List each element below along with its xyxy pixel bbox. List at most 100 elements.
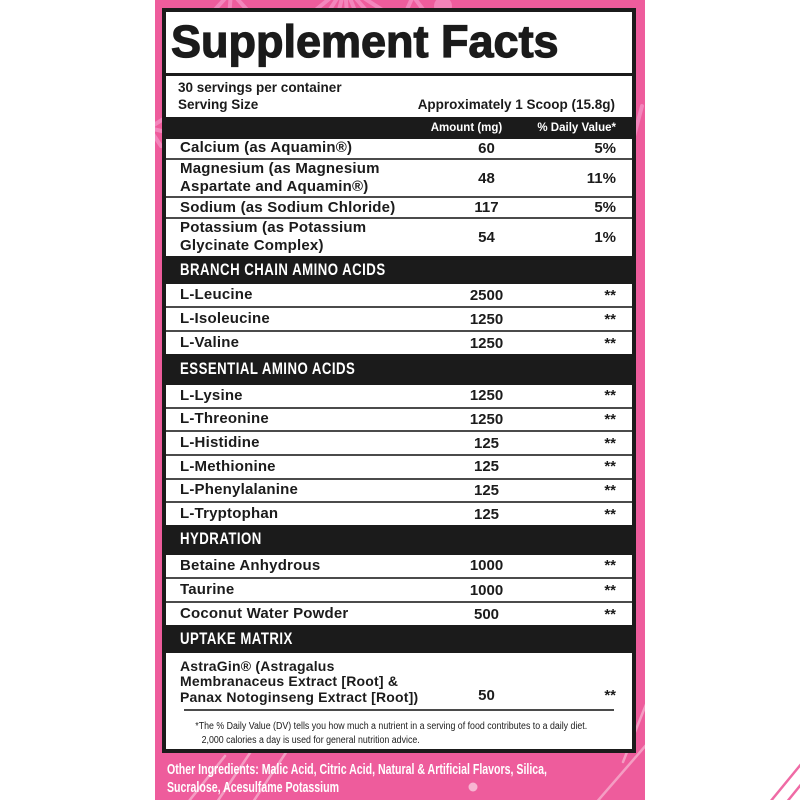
section-bar-essential-amino-acids: ESSENTIAL AMINO ACIDS	[166, 354, 632, 385]
nutrient-amount: 125	[473, 505, 500, 523]
nutrient-row: L-Lysine 1250 **	[166, 385, 632, 407]
serving-info: 30 servings per container Serving Size A…	[166, 76, 632, 117]
nutrient-amount: 125	[473, 434, 500, 452]
nutrient-name: L-Leucine	[180, 286, 253, 304]
nutrient-name: AstraGin® (Astragalus Membranaceus Extra…	[180, 658, 419, 705]
nutrient-row: Betaine Anhydrous 1000 **	[166, 555, 632, 577]
other-ingredients-label: Other Ingredients:	[167, 762, 259, 778]
nutrient-amount: 2500	[469, 286, 504, 304]
nutrient-amount: 500	[473, 605, 500, 623]
nutrient-row: Sodium (as Sodium Chloride) 117 5%	[166, 196, 632, 217]
nutrient-name: L-Valine	[180, 333, 240, 351]
other-ingredients-line-1: Other Ingredients: Malic Acid, Citric Ac…	[167, 761, 634, 779]
section-title: HYDRATION	[180, 530, 262, 549]
serving-size-value: Approximately 1 Scoop (15.8g)	[417, 97, 615, 113]
nutrient-row: L-Isoleucine 1250 **	[166, 306, 632, 330]
nutrient-amount: 50	[478, 686, 495, 704]
section-title: UPTAKE MATRIX	[180, 629, 293, 648]
eaa-rows: L-Lysine 1250 ** L-Threonine 1250 ** L-H…	[166, 384, 632, 526]
nutrient-daily-value: **	[604, 310, 616, 328]
nutrient-name: L-Tryptophan	[180, 505, 279, 523]
nutrient-amount: 1250	[469, 410, 504, 428]
other-ingredients-text: Malic Acid, Citric Acid, Natural & Artif…	[258, 762, 547, 778]
nutrient-name: Potassium (as Potassium Glycinate Comple…	[180, 219, 367, 255]
nutrient-daily-value: **	[604, 557, 616, 575]
nutrient-amount: 1250	[469, 334, 504, 352]
amount-column-header: Amount (mg)	[430, 122, 503, 135]
nutrient-row: Coconut Water Powder 500 **	[166, 601, 632, 625]
nutrient-daily-value: **	[604, 434, 616, 452]
serving-size-label: Serving Size	[178, 97, 259, 113]
nutrient-daily-value: 5%	[594, 199, 616, 217]
nutrient-row: Magnesium (as Magnesium Aspartate and Aq…	[166, 157, 632, 197]
section-bar-uptake-matrix: UPTAKE MATRIX	[166, 625, 632, 654]
nutrient-row: Potassium (as Potassium Glycinate Comple…	[166, 217, 632, 256]
nutrient-name: L-Histidine	[180, 433, 260, 451]
nutrient-row: L-Histidine 125 **	[166, 430, 632, 454]
nutrient-daily-value: **	[604, 286, 616, 304]
nutrient-daily-value: **	[604, 387, 616, 405]
nutrient-daily-value: 11%	[586, 169, 616, 187]
nutrient-amount: 1000	[469, 581, 504, 599]
nutrient-daily-value: 1%	[594, 228, 616, 246]
row-separator	[184, 708, 614, 711]
section-bar-hydration: HYDRATION	[166, 525, 632, 555]
nutrient-daily-value: **	[604, 686, 616, 704]
nutrient-amount: 60	[478, 140, 495, 158]
hydration-rows: Betaine Anhydrous 1000 ** Taurine 1000 *…	[166, 554, 632, 626]
nutrient-amount: 54	[478, 228, 495, 246]
nutrient-row: L-Valine 1250 **	[166, 330, 632, 354]
nutrient-row: L-Phenylalanine 125 **	[166, 477, 632, 502]
nutrient-name: Magnesium (as Magnesium Aspartate and Aq…	[180, 159, 380, 196]
panel-title: Supplement Facts	[166, 12, 632, 76]
nutrient-name: Calcium (as Aquamin®)	[180, 139, 353, 157]
nutrient-name: L-Threonine	[180, 410, 269, 428]
daily-value-footnote: *The % Daily Value (DV) tells you how mu…	[180, 720, 635, 749]
nutrient-daily-value: 5%	[594, 140, 616, 158]
nutrient-daily-value: **	[604, 482, 616, 499]
section-bar-branch-chain-amino-acids: BRANCH CHAIN AMINO ACIDS	[166, 255, 632, 285]
minerals-rows: Calcium (as Aquamin®) 60 5% Magnesium (a…	[166, 139, 632, 256]
nutrient-row: Calcium (as Aquamin®) 60 5%	[166, 139, 632, 158]
other-ingredients: Other Ingredients: Malic Acid, Citric Ac…	[167, 761, 634, 798]
section-title: ESSENTIAL AMINO ACIDS	[180, 359, 356, 378]
nutrient-row: Taurine 1000 **	[166, 577, 632, 601]
nutrient-daily-value: **	[604, 334, 616, 352]
footnote-line-2: 2,000 calories a day is used for general…	[201, 735, 420, 747]
nutrient-name: Taurine	[180, 581, 235, 599]
nutrient-amount: 1250	[469, 310, 504, 328]
nutrient-name: L-Lysine	[180, 386, 243, 404]
panel-header: Supplement Facts 30 servings per contain…	[166, 12, 632, 117]
column-header-bar: Amount (mg) % Daily Value*	[166, 117, 632, 140]
nutrient-amount: 117	[474, 199, 499, 217]
bcaa-rows: L-Leucine 2500 ** L-Isoleucine 1250 ** L…	[166, 284, 632, 355]
nutrient-name: L-Methionine	[180, 457, 276, 475]
nutrient-daily-value: **	[604, 505, 616, 523]
footnote-line-1: *The % Daily Value (DV) tells you how mu…	[195, 720, 588, 732]
nutrient-name: Sodium (as Sodium Chloride)	[180, 198, 396, 216]
nutrient-name: Coconut Water Powder	[180, 605, 349, 623]
nutrient-daily-value: **	[604, 605, 616, 623]
other-ingredients-line-2: Sucralose, Acesulfame Potassium	[167, 780, 339, 797]
nutrient-name: L-Isoleucine	[180, 310, 270, 328]
nutrient-name: L-Phenylalanine	[180, 481, 299, 499]
nutrient-row: L-Methionine 125 **	[166, 453, 632, 478]
nutrient-amount: 1250	[469, 387, 504, 405]
nutrient-amount: 125	[473, 458, 500, 476]
servings-per-container: 30 servings per container	[178, 80, 342, 96]
section-title: BRANCH CHAIN AMINO ACIDS	[180, 260, 386, 279]
nutrient-row: AstraGin® (Astragalus Membranaceus Extra…	[180, 659, 616, 704]
nutrient-daily-value: **	[604, 458, 616, 476]
nutrient-row: L-Leucine 2500 **	[166, 284, 632, 306]
nutrient-amount: 1000	[469, 557, 504, 575]
nutrient-name: Betaine Anhydrous	[180, 556, 321, 574]
daily-value-column-header: % Daily Value*	[537, 122, 616, 135]
supplement-facts-panel: Supplement Facts 30 servings per contain…	[162, 8, 636, 753]
nutrient-row: L-Threonine 1250 **	[166, 406, 632, 431]
nutrient-daily-value: **	[604, 581, 616, 599]
nutrient-amount: 125	[473, 482, 500, 499]
nutrient-daily-value: **	[604, 410, 616, 428]
uptake-and-footnote-block: AstraGin® (Astragalus Membranaceus Extra…	[166, 653, 632, 749]
nutrient-amount: 48	[478, 169, 495, 187]
nutrient-row: L-Tryptophan 125 **	[166, 501, 632, 525]
